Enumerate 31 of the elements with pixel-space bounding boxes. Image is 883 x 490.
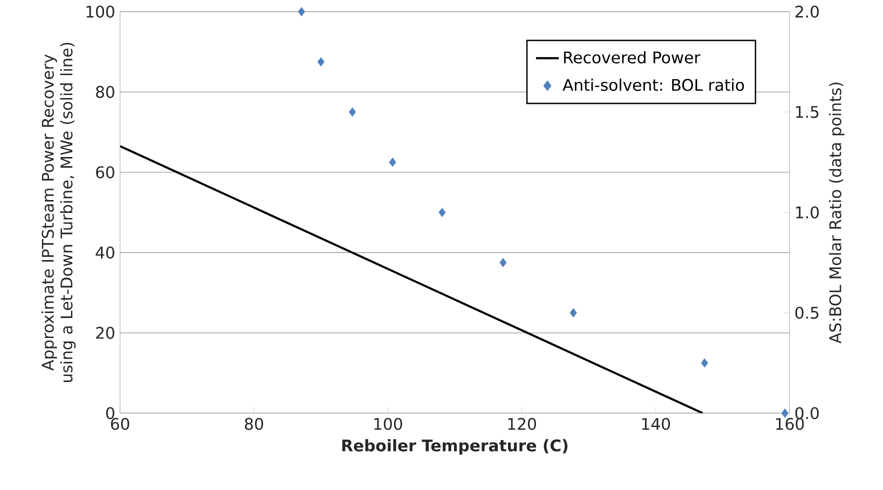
y-tick-label: 60 [96,166,114,178]
y2-axis-title: AS:BOL Molar Ratio (data points) [828,82,844,344]
y2-tick-label: 0.0 [795,407,819,420]
y-tick-label: 80 [96,86,114,98]
point [500,258,507,268]
y-tick-label: 0 [106,407,114,420]
x-tick-label: 120 [508,418,536,430]
y2-tick-label: 1.5 [796,106,818,118]
x-tick-label: 100 [374,418,402,430]
point [570,308,577,318]
x-tick-label: 160 [776,418,804,430]
point [317,57,324,66]
legend-label: Anti-solvent: BOL ratio [562,78,744,91]
y-tick-label: 100 [86,6,114,18]
point [348,107,356,116]
y2-tick-label: 1.0 [796,206,819,218]
y2-tick-label: 2.0 [796,6,819,18]
point [438,208,446,217]
point [701,358,708,368]
y-tick-label: 20 [96,326,114,339]
x-tick-label: 80 [244,418,264,430]
y2-tick-label: 0.5 [795,306,818,319]
legend-label: Recovered Power [564,51,700,64]
x-axis-title: Reboiler Temperature (C) [342,439,568,455]
y-tick-label: 40 [96,246,114,259]
point [389,158,396,167]
x-tick-label: 60 [110,418,130,430]
point [298,7,305,16]
point [781,408,788,418]
x-tick-label: 140 [642,418,670,430]
y-axis-title: Approximate IPTSteam Power Recovery using a Let-Down Turbine, MWe (solid line) [41,42,76,382]
